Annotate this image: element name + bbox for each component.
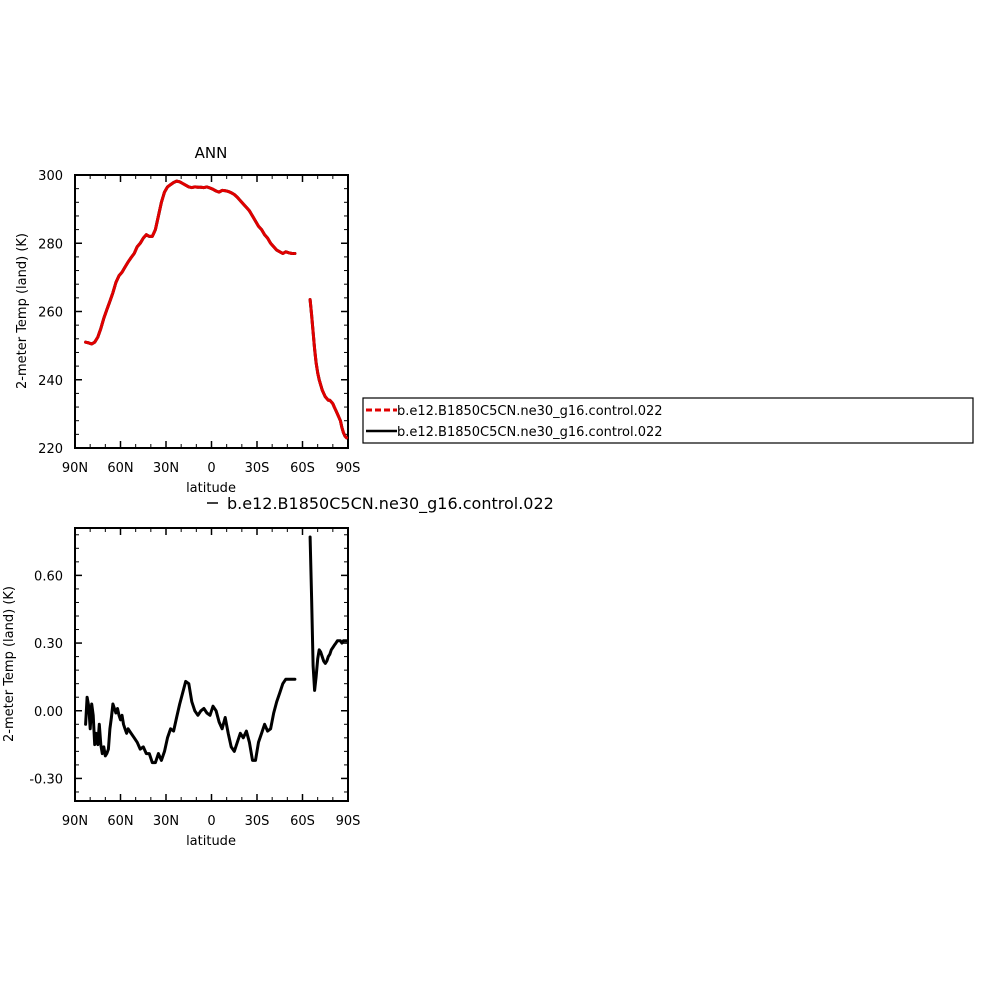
top-y-axis-label: 2-meter Temp (land) (K) bbox=[15, 233, 30, 389]
top-y-tick-label: 300 bbox=[38, 169, 63, 184]
bottom-y-axis-label: 2-meter Temp (land) (K) bbox=[2, 586, 17, 742]
bottom-x-tick-label: 30N bbox=[153, 814, 179, 829]
bottom-x-tick-label: 60S bbox=[290, 814, 315, 829]
top-x-tick-label: 0 bbox=[207, 461, 215, 476]
top-series-lines bbox=[84, 179, 348, 440]
top-legend-box bbox=[362, 397, 974, 444]
bottom-x-tick-labels: 90N 60N 30N 0 30S 60S 90S bbox=[62, 814, 361, 829]
top-y-tick-label: 240 bbox=[38, 374, 63, 389]
top-x-tick-label: 60N bbox=[107, 461, 133, 476]
bottom-y-tick-label: 0.60 bbox=[34, 569, 63, 584]
bottom-plot-frame bbox=[74, 527, 349, 802]
top-series-1-segment-1 bbox=[308, 298, 348, 440]
bottom-panel: b.e12.B1850C5CN.ne30_g16.control.022 -0.… bbox=[2, 494, 554, 849]
bottom-x-tick-label: 90N bbox=[62, 814, 88, 829]
bottom-y-tick-label: -0.30 bbox=[29, 772, 63, 787]
top-x-tick-label: 90N bbox=[62, 461, 88, 476]
top-plot-frame bbox=[74, 174, 349, 449]
bottom-y-tick-label: 0.30 bbox=[34, 637, 63, 652]
top-panel-title: ANN bbox=[195, 144, 228, 162]
top-series-0-segment-0 bbox=[84, 179, 297, 346]
top-x-tick-label: 30N bbox=[153, 461, 179, 476]
top-series-1-segment-0 bbox=[84, 179, 297, 346]
bottom-x-tick-label: 0 bbox=[207, 814, 215, 829]
top-x-tick-labels: 90N 60N 30N 0 30S 60S 90S bbox=[62, 461, 361, 476]
bottom-series-lines bbox=[84, 535, 348, 765]
bottom-y-tick-label: 0.00 bbox=[34, 705, 63, 720]
legend-label-2: b.e12.B1850C5CN.ne30_g16.control.022 bbox=[397, 425, 663, 440]
bottom-y-tick-labels: -0.30 0.00 0.30 0.60 bbox=[29, 569, 63, 787]
top-y-tick-label: 280 bbox=[38, 237, 63, 252]
bottom-x-tick-label: 30S bbox=[245, 814, 270, 829]
legend-label-1: b.e12.B1850C5CN.ne30_g16.control.022 bbox=[397, 404, 663, 419]
top-y-tick-label: 220 bbox=[38, 442, 63, 457]
top-x-tick-label: 30S bbox=[245, 461, 270, 476]
top-y-tick-label: 260 bbox=[38, 306, 63, 321]
top-x-tick-label: 60S bbox=[290, 461, 315, 476]
top-x-tick-label: 90S bbox=[336, 461, 361, 476]
bottom-x-tick-label: 90S bbox=[336, 814, 361, 829]
bottom-y-axis-label-clip: 2-meter Temp (land) (K) bbox=[2, 586, 17, 742]
bottom-series-0-segment-1 bbox=[308, 535, 348, 692]
top-y-tick-labels: 220 240 260 280 300 bbox=[38, 169, 63, 457]
top-tick-marks bbox=[74, 174, 349, 449]
bottom-x-tick-label: 60N bbox=[107, 814, 133, 829]
top-x-axis-label: latitude bbox=[186, 481, 236, 496]
bottom-series-0-segment-0 bbox=[84, 677, 297, 765]
bottom-tick-marks bbox=[74, 528, 349, 801]
top-legend: b.e12.B1850C5CN.ne30_g16.control.022 b.e… bbox=[362, 397, 974, 444]
bottom-legend-label: b.e12.B1850C5CN.ne30_g16.control.022 bbox=[227, 494, 554, 514]
bottom-x-axis-label: latitude bbox=[186, 834, 236, 849]
